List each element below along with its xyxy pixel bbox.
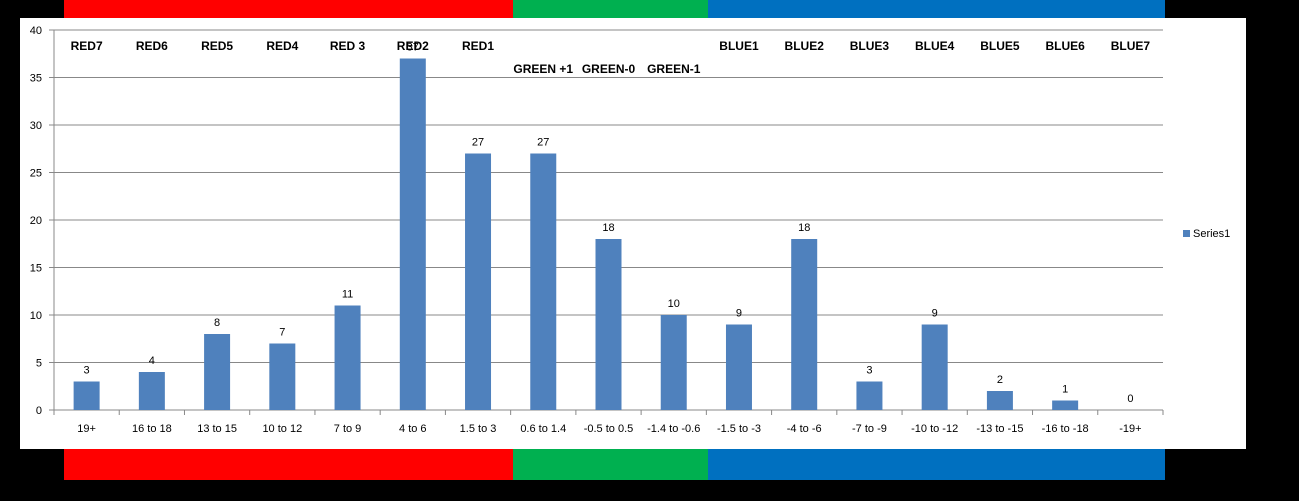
annotation-label: RED4 xyxy=(266,39,298,53)
x-tick-label: 16 to 18 xyxy=(132,423,172,435)
bar xyxy=(334,305,361,410)
y-tick-label: 0 xyxy=(36,405,42,417)
color-band-red xyxy=(64,0,513,18)
y-tick-label: 15 xyxy=(30,263,42,275)
x-tick-label: -1.4 to -0.6 xyxy=(647,423,700,435)
x-tick-label: 1.5 to 3 xyxy=(460,423,497,435)
annotation-label: RED5 xyxy=(201,39,233,53)
bar xyxy=(465,153,492,410)
y-tick-label: 30 xyxy=(30,120,42,132)
data-label: 3 xyxy=(84,365,90,377)
data-label: 8 xyxy=(214,317,220,329)
color-band-blue xyxy=(708,449,1165,480)
annotation-label: BLUE7 xyxy=(1111,39,1151,53)
annotation-label: BLUE1 xyxy=(719,39,759,53)
data-label: 27 xyxy=(472,137,484,149)
bottom-color-band xyxy=(64,449,1170,480)
data-label: 9 xyxy=(736,308,742,320)
x-tick-label: -19+ xyxy=(1119,423,1141,435)
data-label: 18 xyxy=(602,222,614,234)
x-tick-label: -16 to -18 xyxy=(1042,423,1089,435)
data-label: 11 xyxy=(342,289,353,301)
data-label: 10 xyxy=(668,298,680,310)
bar xyxy=(921,324,948,410)
bar xyxy=(530,153,557,410)
data-label: 9 xyxy=(932,308,938,320)
annotation-label: BLUE4 xyxy=(915,39,955,53)
y-tick-label: 20 xyxy=(30,215,42,227)
annotation-label: RED1 xyxy=(462,39,494,53)
x-tick-label: 13 to 15 xyxy=(197,423,237,435)
data-label: 18 xyxy=(798,222,810,234)
bar xyxy=(660,315,687,410)
color-band-green xyxy=(512,0,709,18)
legend-label: Series1 xyxy=(1193,228,1230,240)
bar xyxy=(399,58,426,410)
annotation-label: RED6 xyxy=(136,39,168,53)
color-band-green xyxy=(512,449,709,480)
x-tick-label: -7 to -9 xyxy=(852,423,887,435)
annotation-label: BLUE5 xyxy=(980,39,1020,53)
bar xyxy=(1052,400,1079,410)
x-tick-label: 19+ xyxy=(77,423,96,435)
x-tick-label: 7 to 9 xyxy=(334,423,362,435)
annotation-label: BLUE2 xyxy=(785,39,825,53)
annotation-label: GREEN-0 xyxy=(582,62,636,76)
y-tick-label: 35 xyxy=(30,73,42,85)
bar xyxy=(138,372,165,410)
color-band-red xyxy=(64,449,513,480)
bar xyxy=(856,381,883,410)
x-tick-label: -4 to -6 xyxy=(787,423,822,435)
x-tick-label: 0.6 to 1.4 xyxy=(520,423,566,435)
legend-swatch xyxy=(1183,230,1190,237)
data-label: 0 xyxy=(1127,393,1133,405)
bar xyxy=(595,239,622,410)
bar xyxy=(204,334,231,410)
data-label: 2 xyxy=(997,374,1003,386)
y-tick-label: 40 xyxy=(30,25,42,37)
data-label: 1 xyxy=(1062,384,1068,396)
annotation-label: GREEN-1 xyxy=(647,62,701,76)
annotation-label: BLUE6 xyxy=(1045,39,1085,53)
data-label: 3 xyxy=(866,365,872,377)
y-tick-label: 25 xyxy=(30,168,42,180)
y-tick-label: 5 xyxy=(36,358,42,370)
data-label: 7 xyxy=(279,327,285,339)
data-label: 37 xyxy=(407,42,419,54)
x-tick-label: -10 to -12 xyxy=(911,423,958,435)
top-color-band xyxy=(64,0,1170,18)
annotation-label: BLUE3 xyxy=(850,39,890,53)
bar xyxy=(986,391,1013,410)
x-tick-label: 10 to 12 xyxy=(262,423,302,435)
annotation-label: RED2 xyxy=(397,39,429,53)
annotation-label: RED7 xyxy=(71,39,103,53)
x-tick-label: -13 to -15 xyxy=(976,423,1023,435)
data-label: 4 xyxy=(149,355,155,367)
color-band-blue xyxy=(708,0,1165,18)
x-tick-label: -0.5 to 0.5 xyxy=(584,423,634,435)
bar xyxy=(73,381,100,410)
y-tick-label: 10 xyxy=(30,310,42,322)
data-label: 27 xyxy=(537,137,549,149)
x-tick-label: -1.5 to -3 xyxy=(717,423,761,435)
bar xyxy=(269,343,296,410)
bar xyxy=(725,324,752,410)
x-tick-label: 4 to 6 xyxy=(399,423,427,435)
annotation-label: GREEN +1 xyxy=(513,62,573,76)
annotation-label: RED 3 xyxy=(330,39,366,53)
bar xyxy=(791,239,818,410)
